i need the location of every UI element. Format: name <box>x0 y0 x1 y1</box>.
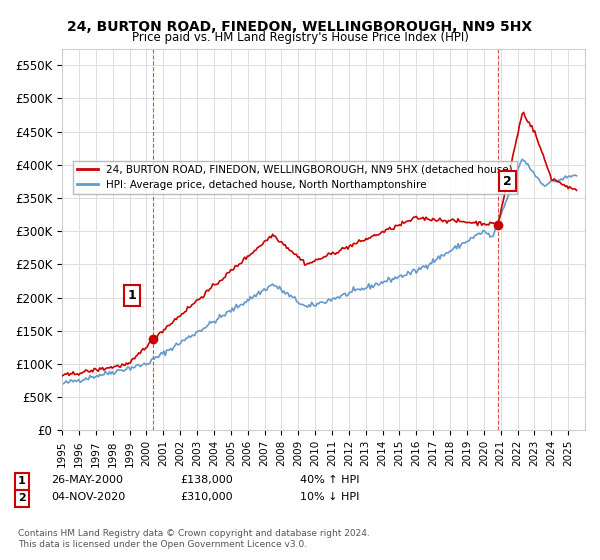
Text: Price paid vs. HM Land Registry's House Price Index (HPI): Price paid vs. HM Land Registry's House … <box>131 31 469 44</box>
Text: 1: 1 <box>128 289 137 302</box>
Text: 26-MAY-2000: 26-MAY-2000 <box>51 475 123 485</box>
Text: £310,000: £310,000 <box>180 492 233 502</box>
Text: 24, BURTON ROAD, FINEDON, WELLINGBOROUGH, NN9 5HX: 24, BURTON ROAD, FINEDON, WELLINGBOROUGH… <box>67 20 533 34</box>
Text: 1: 1 <box>18 477 26 487</box>
Text: 2: 2 <box>503 175 512 188</box>
Text: £138,000: £138,000 <box>180 475 233 485</box>
Text: 10% ↓ HPI: 10% ↓ HPI <box>300 492 359 502</box>
Text: 40% ↑ HPI: 40% ↑ HPI <box>300 475 359 485</box>
Text: 2: 2 <box>18 493 26 503</box>
Text: Contains HM Land Registry data © Crown copyright and database right 2024.
This d: Contains HM Land Registry data © Crown c… <box>18 529 370 549</box>
Text: 04-NOV-2020: 04-NOV-2020 <box>51 492 125 502</box>
Legend: 24, BURTON ROAD, FINEDON, WELLINGBOROUGH, NN9 5HX (detached house), HPI: Average: 24, BURTON ROAD, FINEDON, WELLINGBOROUGH… <box>73 161 517 194</box>
